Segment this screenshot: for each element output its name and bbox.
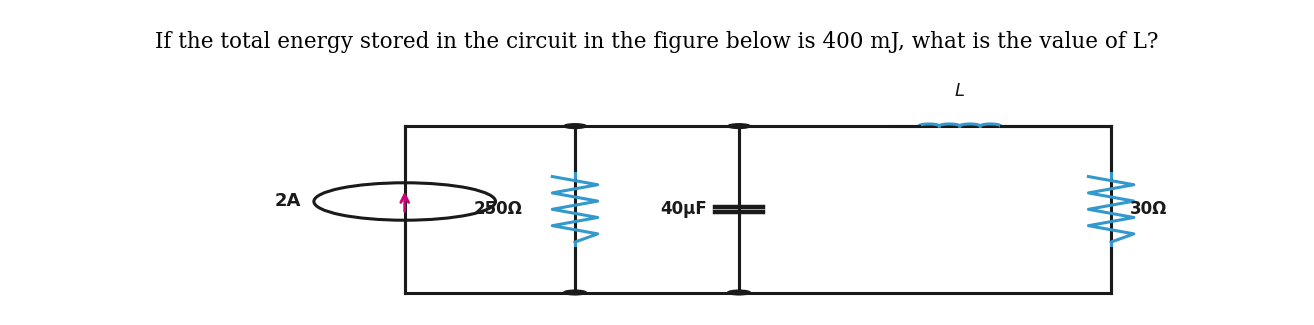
Text: 40μF: 40μF [661,200,707,218]
Text: 2A: 2A [275,192,301,211]
Text: 250Ω: 250Ω [473,200,522,218]
Circle shape [728,290,750,295]
Circle shape [728,124,750,128]
Circle shape [564,290,586,295]
Text: L: L [955,82,964,100]
Circle shape [564,124,586,128]
Text: 30Ω: 30Ω [1130,200,1167,218]
Text: If the total energy stored in the circuit in the figure below is 400 mJ, what is: If the total energy stored in the circui… [155,31,1159,53]
